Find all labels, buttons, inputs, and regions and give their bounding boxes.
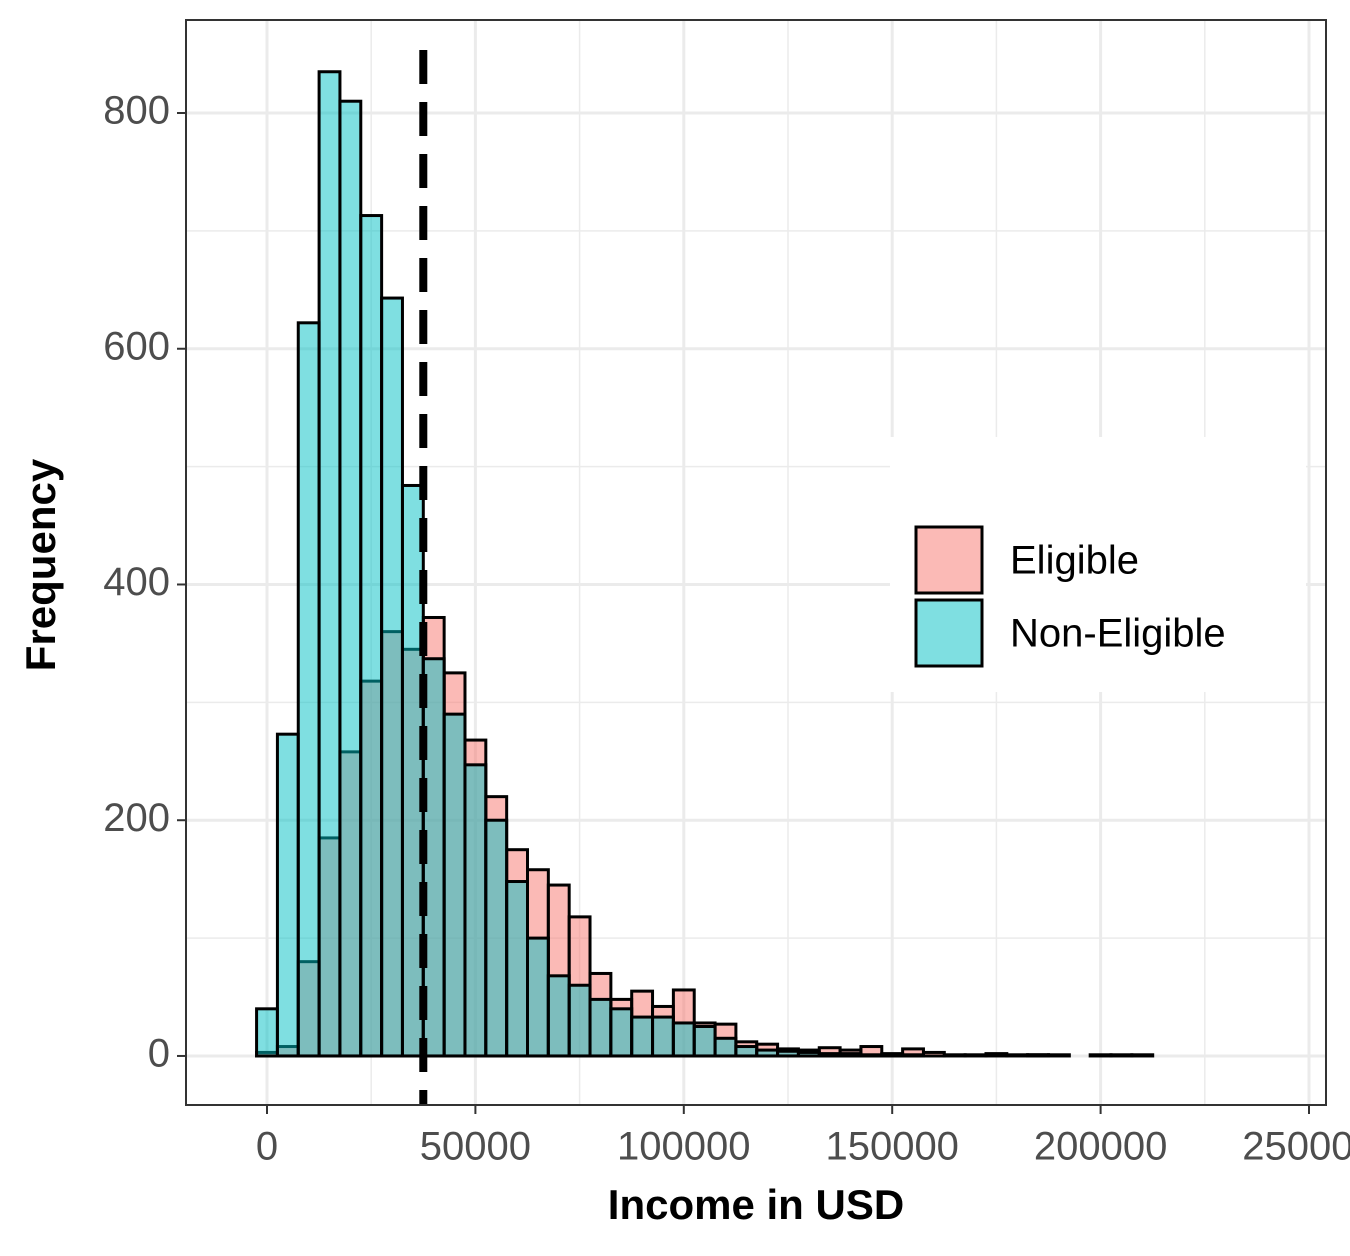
bar	[505, 880, 530, 1058]
bar	[1088, 1053, 1113, 1058]
x-axis-title: Income in USD	[608, 1181, 904, 1228]
panel-border	[185, 19, 1327, 1106]
bar	[442, 712, 467, 1058]
bar	[692, 1024, 717, 1058]
bar	[1026, 1053, 1051, 1058]
bar	[317, 70, 342, 1058]
bar	[651, 1015, 675, 1058]
bar	[776, 1049, 800, 1058]
bar	[984, 1052, 1009, 1058]
y-tick-label: 800	[103, 89, 170, 133]
legend: Eligible Non-Eligible	[890, 437, 1306, 692]
bar	[255, 1007, 279, 1058]
x-tick-label: 0	[256, 1125, 278, 1169]
x-tick-label: 50000	[420, 1125, 531, 1169]
bar	[921, 1050, 946, 1058]
legend-label: Eligible	[1010, 539, 1139, 583]
bar	[275, 732, 300, 1058]
legend-key	[914, 525, 984, 595]
bar	[609, 1007, 634, 1058]
bar	[796, 1050, 821, 1058]
bar	[942, 1053, 967, 1058]
bar	[338, 99, 363, 1058]
bar	[755, 1048, 780, 1058]
y-axis-title: Frequency	[17, 458, 64, 671]
y-tick-label: 600	[103, 324, 170, 368]
x-tick-label: 100000	[617, 1125, 750, 1169]
bar	[671, 1021, 696, 1058]
bar	[901, 1053, 925, 1058]
legend-key	[914, 598, 984, 668]
bar	[1130, 1053, 1155, 1058]
bar	[734, 1045, 759, 1058]
bar	[567, 983, 592, 1058]
bar	[880, 1053, 905, 1058]
x-tick-label: 200000	[1034, 1125, 1167, 1169]
bar	[859, 1053, 884, 1058]
bar	[963, 1053, 988, 1058]
x-tick-label: 150000	[825, 1125, 958, 1169]
bar	[546, 974, 571, 1058]
bar	[463, 763, 488, 1058]
bar	[630, 1015, 655, 1058]
bar	[1109, 1053, 1134, 1058]
y-tick-label: 0	[148, 1032, 170, 1076]
legend-label: Non-Eligible	[1010, 612, 1226, 656]
bar	[713, 1036, 738, 1058]
y-tick-label: 400	[103, 560, 170, 604]
bar	[526, 936, 550, 1058]
bar	[380, 296, 404, 1058]
bar	[359, 214, 384, 1058]
bar	[817, 1052, 842, 1058]
bar	[296, 321, 321, 1058]
bar	[484, 818, 509, 1058]
y-tick-label: 200	[103, 796, 170, 840]
bar	[838, 1052, 863, 1058]
bar	[1047, 1053, 1071, 1058]
bar	[1005, 1053, 1030, 1058]
bar	[588, 997, 613, 1058]
